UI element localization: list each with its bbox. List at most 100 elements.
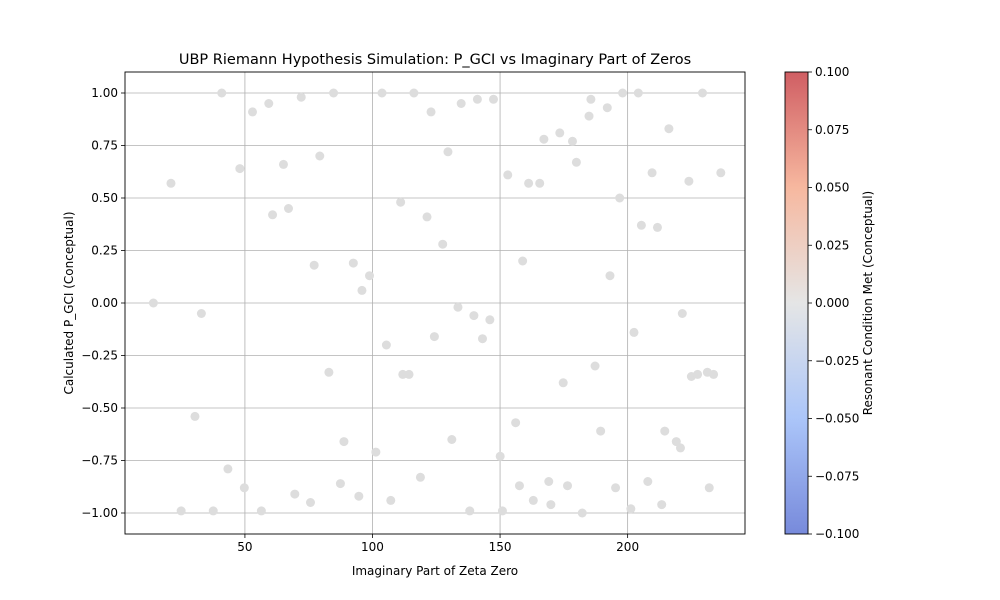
data-point [290,489,300,499]
data-point [305,498,315,507]
data-point [415,472,425,482]
data-point [596,426,606,436]
data-point [605,271,615,281]
data-point [217,88,227,98]
data-point [567,136,577,146]
data-point [677,309,687,318]
data-point [453,302,463,312]
data-point [354,491,364,501]
y-tick-label: 0.00 [91,296,118,310]
data-point [429,332,439,342]
data-point [626,504,636,514]
data-point [511,418,521,428]
colorbar-tick-label: 0.025 [815,238,849,252]
data-point [485,315,495,325]
y-tick-label: −0.50 [81,401,118,415]
data-point [611,483,621,493]
colorbar-tick-label: 0.075 [815,123,849,137]
data-point [697,88,707,98]
data-point [223,464,233,474]
data-point [586,94,596,104]
data-point [268,210,278,220]
data-point [684,176,694,186]
data-point [396,197,406,207]
colorbar-tick-label: −0.075 [815,469,859,483]
data-point [615,193,625,203]
data-point [602,103,612,113]
colorbar-label: Resonant Condition Met (Conceptual) [861,191,875,415]
data-point [535,178,545,188]
colorbar-ticks: 0.100 0.075 0.050 0.025 0.000 −0.025 −0.050 −0.… [808,65,859,541]
data-point [518,256,528,266]
data-point [558,378,568,388]
data-point [563,481,573,491]
data-point [278,159,288,169]
data-point [709,369,719,379]
x-tick-label: 100 [361,540,384,554]
data-point [652,222,662,232]
y-tick-label: −0.25 [81,349,118,363]
data-point [660,426,670,436]
data-point [664,124,674,134]
data-point [514,481,524,491]
x-axis-label: Imaginary Part of Zeta Zero [352,564,518,578]
colorbar-tick-label: 0.000 [815,296,849,310]
y-tick-label: −1.00 [81,506,118,520]
data-point [469,311,479,321]
data-point [629,327,639,337]
data-point [235,164,245,174]
data-point [283,204,293,213]
data-point [693,369,703,379]
data-point [357,285,367,295]
data-point [590,361,600,371]
colorbar-tick-label: −0.050 [815,412,859,426]
data-point [208,506,218,516]
data-point [296,92,306,102]
data-point [497,506,507,516]
data-point [636,220,646,230]
data-point [438,239,448,249]
data-point [528,495,538,505]
data-point [166,178,176,188]
data-point [503,170,513,180]
data-point [447,435,457,444]
y-tick-label: 0.25 [91,244,118,258]
data-point [148,298,158,308]
x-tick-label: 200 [616,540,639,554]
data-point [196,309,206,318]
data-point [371,447,381,457]
data-point [571,157,581,167]
data-point [584,111,594,121]
data-point [456,99,466,108]
data-point [422,212,432,222]
data-point [339,437,349,447]
data-point [365,271,375,281]
data-point [264,99,274,108]
data-point [398,369,408,379]
data-point [426,107,436,117]
y-axis-ticks: −1.00 −0.75 −0.50 −0.25 0.00 0.25 0.50 0.75 1.00 [81,86,125,520]
data-point [495,451,505,461]
x-tick-label: 50 [237,540,252,554]
colorbar-tick-label: −0.100 [815,527,859,541]
y-axis-label: Calculated P_GCI (Conceptual) [62,211,76,394]
colorbar-tick-label: 0.100 [815,65,849,79]
data-point [546,500,556,510]
data-point [335,479,345,489]
colorbar-tick-label: 0.050 [815,181,849,195]
data-point [315,151,325,161]
y-tick-label: 0.50 [91,191,118,205]
data-point [544,477,554,486]
grid-lines [125,72,745,534]
chart-title: UBP Riemann Hypothesis Simulation: P_GCI… [179,52,691,68]
data-point [704,483,714,493]
y-tick-label: 0.75 [91,139,118,153]
data-point [675,443,685,453]
data-point [465,506,475,516]
data-point [643,477,653,486]
data-point [309,260,319,270]
data-point [716,168,726,178]
data-point [524,178,534,188]
scatter-points [148,88,726,518]
